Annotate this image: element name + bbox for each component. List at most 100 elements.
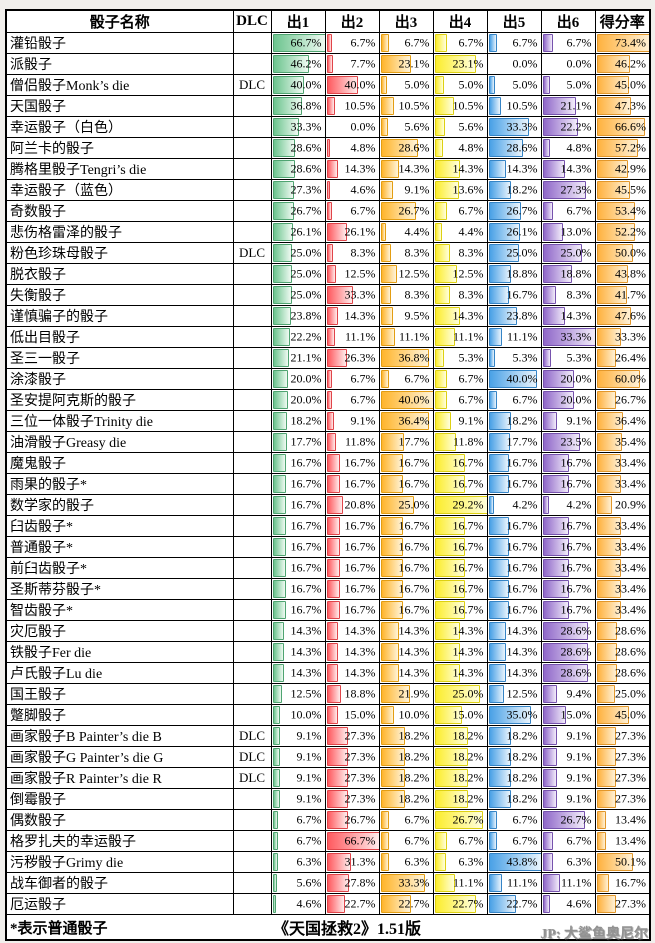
data-bar [272,622,284,640]
header-roll-1: 出1 [270,9,326,33]
cell-value: 16.7% [290,497,322,512]
cell-value: 40.0% [290,77,322,92]
roll-2-cell: 26.3% [324,347,380,369]
roll-4-cell: 11.8% [432,431,488,453]
data-bar [488,307,518,325]
dlc-flag [232,851,272,873]
data-bar [434,202,447,220]
data-bar [326,55,333,73]
data-bar [326,475,340,493]
data-bar [434,559,465,577]
dice-name: 粉色珍珠母骰子 [5,242,234,264]
score-rate-cell: 33.4% [594,473,651,495]
data-bar [488,160,506,178]
cell-value: 27.3% [615,791,646,806]
cell-value: 11.1% [560,875,592,890]
cell-value: 16.7% [290,602,322,617]
data-bar [326,349,348,367]
cell-value: 11.1% [452,875,484,890]
roll-4-cell: 26.7% [432,809,488,831]
cell-value: 6.7% [458,371,484,386]
roll-4-cell: 14.3% [432,641,488,663]
roll-4-cell: 6.7% [432,830,488,852]
roll-1-cell: 16.7% [270,494,326,516]
data-bar [596,454,621,472]
score-rate-cell: 47.3% [594,95,651,117]
data-bar [326,895,345,913]
data-bar [596,706,630,724]
roll-6-cell: 16.7% [540,452,596,474]
roll-5-cell: 16.7% [486,452,542,474]
score-rate-cell: 33.4% [594,515,651,537]
data-bar [272,223,294,241]
roll-4-cell: 23.1% [432,53,488,75]
roll-1-cell: 66.7% [270,32,326,54]
cell-value: 33.4% [615,476,646,491]
data-bar [326,517,340,535]
roll-2-cell: 14.3% [324,641,380,663]
dlc-flag [232,368,272,390]
roll-6-cell: 14.3% [540,305,596,327]
score-rate-cell: 66.6% [594,116,651,138]
cell-value: 29.2% [452,497,484,512]
cell-value: 36.4% [615,413,646,428]
cell-value: 41.7% [615,287,646,302]
dlc-flag [232,95,272,117]
roll-5-cell: 14.3% [486,662,542,684]
roll-5-cell: 16.7% [486,473,542,495]
dice-name: 普通骰子* [5,536,234,558]
data-bar [596,832,607,850]
data-bar [380,769,405,787]
dice-name: 雨果的骰子* [5,473,234,495]
cell-value: 40.0% [344,77,376,92]
score-rate-cell: 26.7% [594,389,651,411]
data-bar [380,433,404,451]
data-bar [380,643,400,661]
data-bar [488,139,524,157]
data-bar [326,664,338,682]
cell-value: 73.4% [615,35,646,50]
roll-4-cell: 4.8% [432,137,488,159]
data-bar [596,727,617,745]
roll-4-cell: 6.7% [432,368,488,390]
roll-5-cell: 6.7% [486,809,542,831]
roll-4-cell: 6.7% [432,389,488,411]
cell-value: 20.0% [560,392,592,407]
roll-3-cell: 5.0% [378,74,434,96]
data-bar [488,349,495,367]
data-bar [272,496,286,514]
cell-value: 16.7% [506,602,538,617]
cell-value: 12.5% [344,266,376,281]
data-bar [434,685,480,703]
cell-value: 6.7% [404,833,430,848]
cell-value: 28.6% [615,644,646,659]
cell-value: 25.0% [398,497,430,512]
roll-4-cell: 4.4% [432,221,488,243]
score-rate-cell: 27.3% [594,893,651,915]
cell-value: 16.7% [344,539,376,554]
roll-3-cell: 14.3% [378,662,434,684]
table-row: 失衡骰子 25.0% 33.3% 8.3% 8.3% 16.7% 8.3% 41.7% [5,284,651,306]
data-bar [434,223,443,241]
table-row: 臼齿骰子* 16.7% 16.7% 16.7% 16.7% 16.7% 16.7% 33.4% [5,515,651,537]
score-rate-cell: 26.4% [594,347,651,369]
dice-name: 魔鬼骰子 [5,452,234,474]
roll-2-cell: 6.7% [324,389,380,411]
score-rate-cell: 73.4% [594,32,651,54]
cell-value: 28.6% [560,623,592,638]
data-bar [596,580,621,598]
roll-6-cell: 13.0% [540,221,596,243]
data-bar [326,769,349,787]
roll-4-cell: 16.7% [432,515,488,537]
roll-3-cell: 21.9% [378,683,434,705]
dlc-flag [232,473,272,495]
dice-name: 画家骰子G Painter’s die G [5,746,234,768]
data-bar [542,97,577,115]
roll-5-cell: 18.2% [486,410,542,432]
roll-3-cell: 17.7% [378,431,434,453]
cell-value: 16.7% [452,455,484,470]
data-bar [596,160,628,178]
roll-1-cell: 16.7% [270,515,326,537]
cell-value: 6.3% [296,854,322,869]
cell-value: 28.6% [506,140,538,155]
